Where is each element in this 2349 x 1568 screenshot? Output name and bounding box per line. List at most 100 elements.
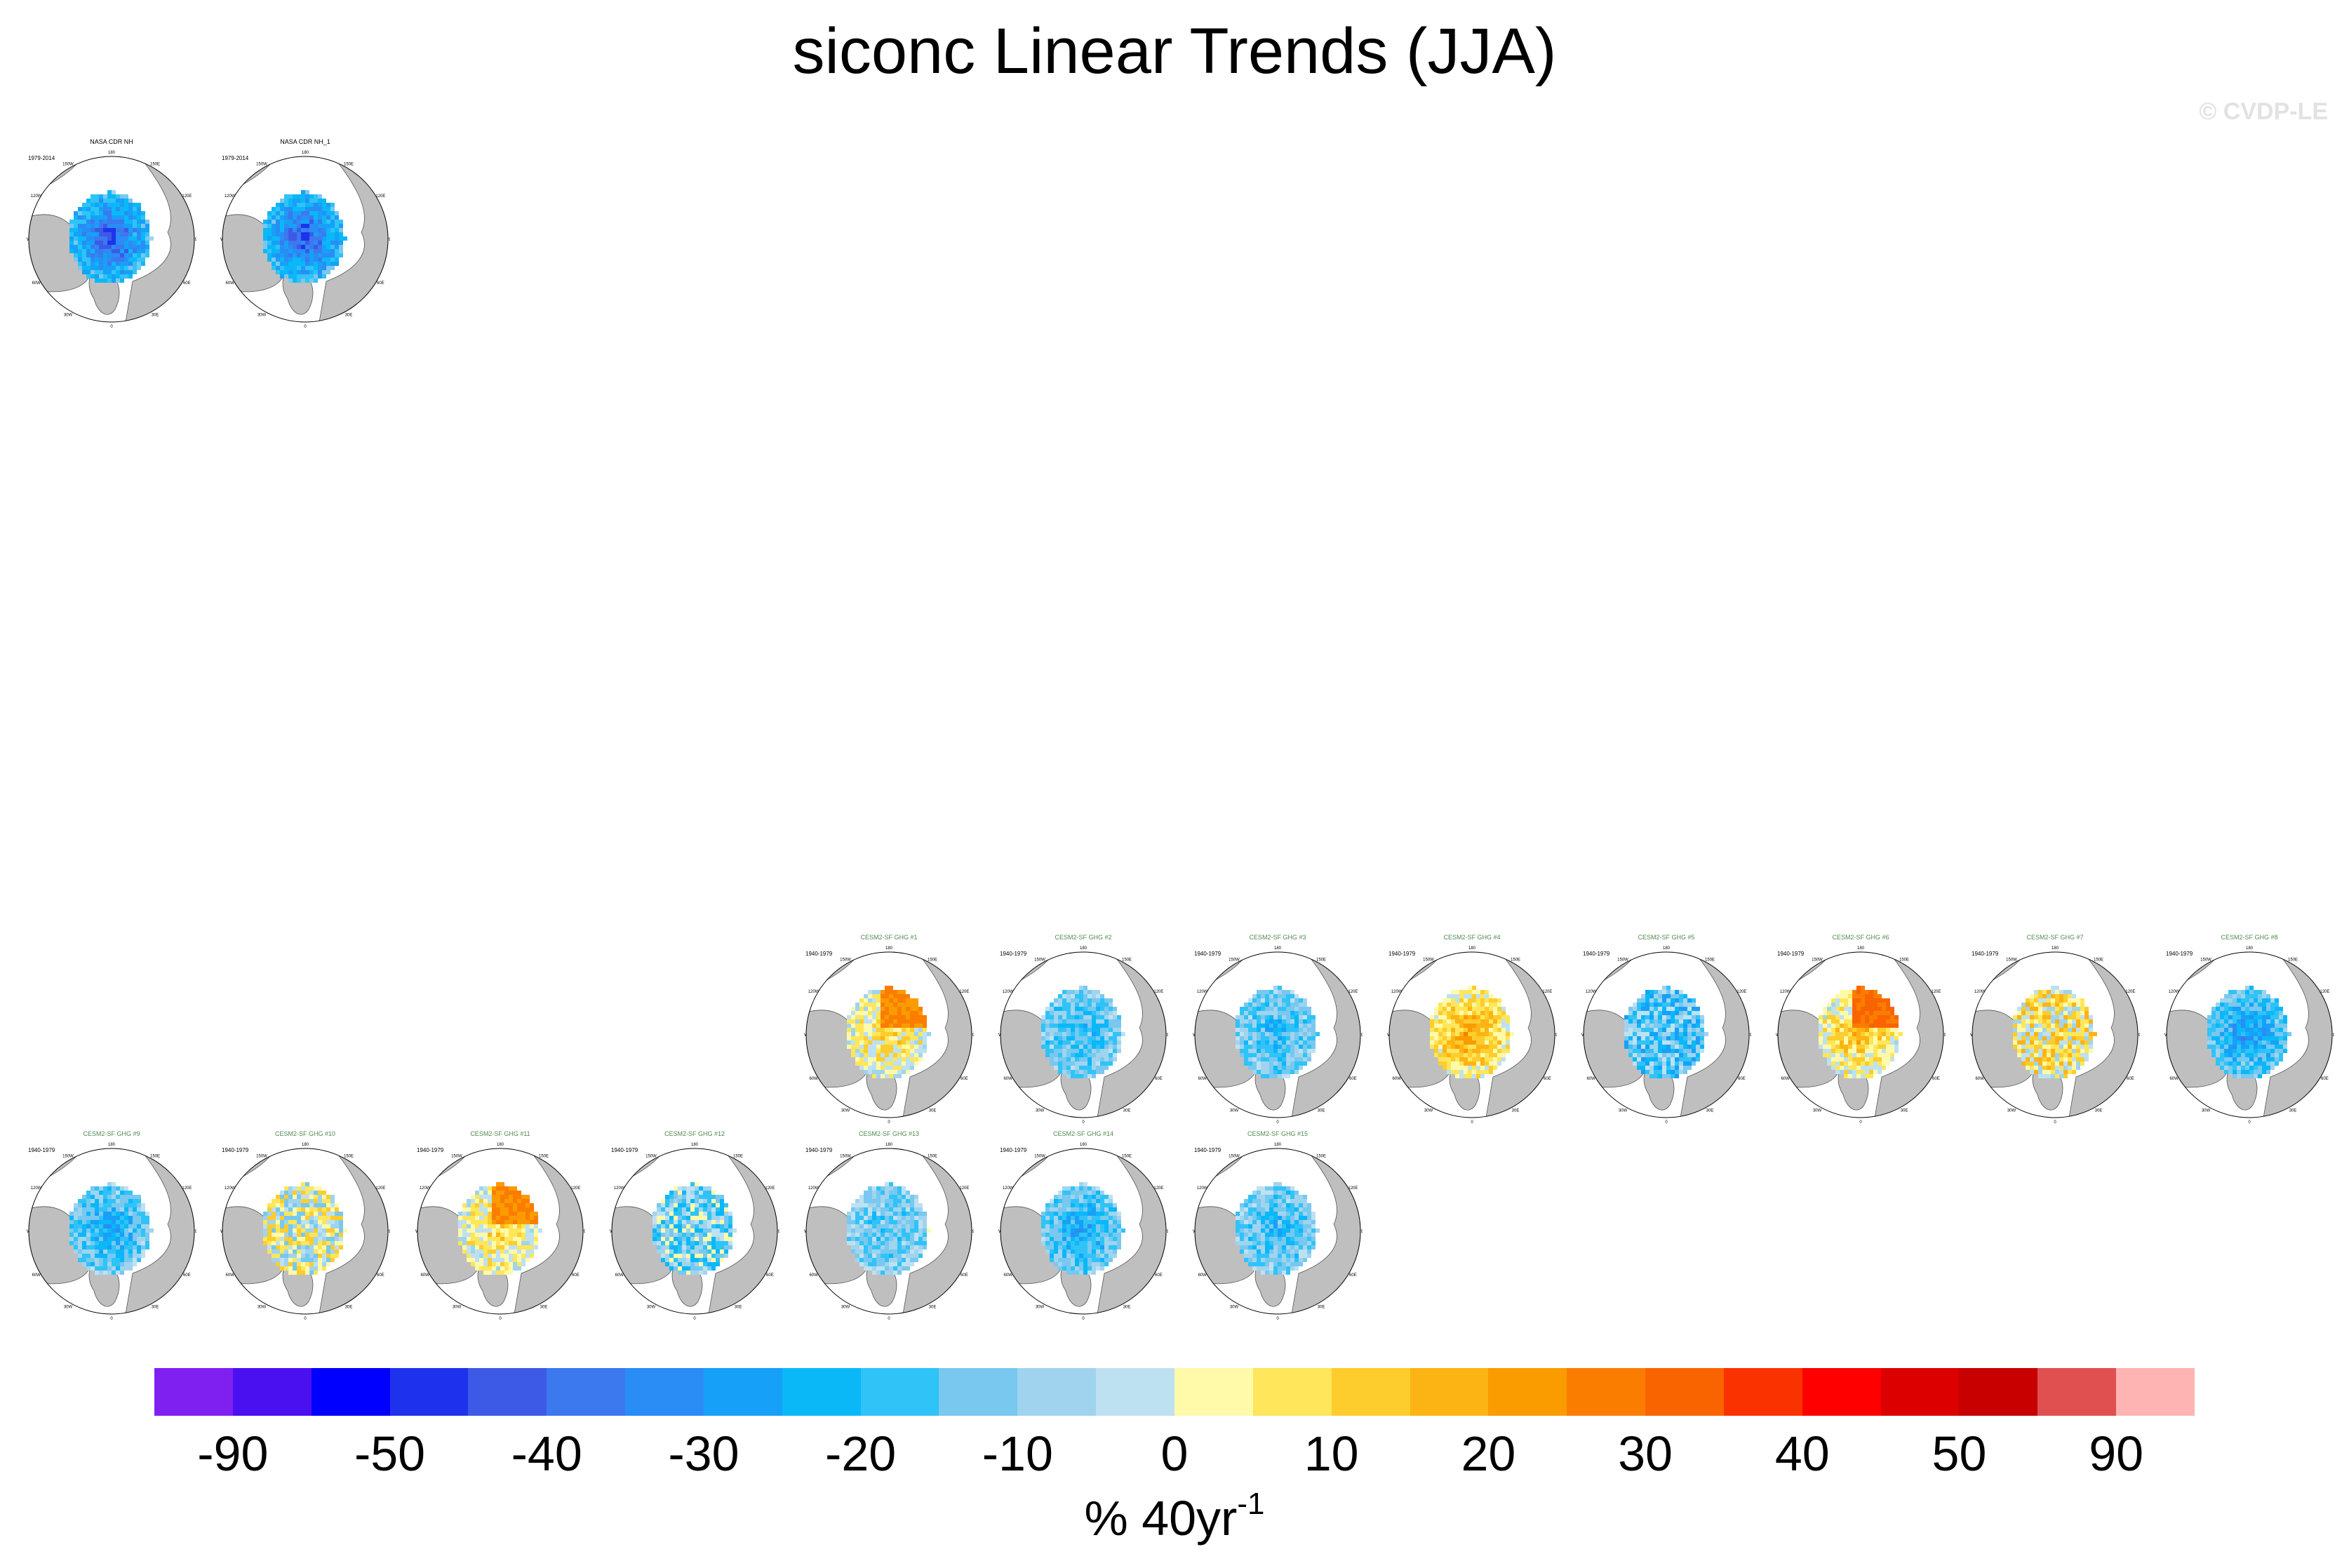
- trend-cell: [103, 1195, 107, 1199]
- trend-cell: [1882, 1007, 1886, 1011]
- trend-cell: [272, 228, 276, 232]
- trend-cell: [1641, 1057, 1645, 1061]
- trend-cell: [711, 1199, 716, 1203]
- trend-cell: [280, 1203, 284, 1207]
- trend-cell: [2030, 994, 2034, 998]
- trend-cell: [330, 224, 335, 228]
- trend-cell: [86, 199, 91, 203]
- trend-cell: [2017, 1036, 2021, 1040]
- trend-cell: [1464, 1011, 1468, 1015]
- trend-cell: [301, 274, 305, 279]
- trend-cell: [326, 1199, 330, 1203]
- trend-cell: [1700, 1024, 1704, 1028]
- trend-cell: [889, 1007, 893, 1011]
- trend-cell: [910, 1011, 914, 1015]
- trend-cell: [859, 1066, 864, 1070]
- trend-cell: [314, 1216, 318, 1220]
- trend-cell: [280, 1207, 284, 1212]
- trend-cell: [876, 990, 881, 994]
- trend-cell: [322, 245, 326, 249]
- trend-cell: [2266, 998, 2270, 1003]
- trend-cell: [897, 1003, 902, 1007]
- trend-cell: [1303, 1032, 1307, 1036]
- trend-cell: [2038, 1070, 2042, 1074]
- trend-cell: [1827, 1015, 1831, 1019]
- trend-cell: [326, 249, 330, 253]
- trend-cell: [1083, 1015, 1088, 1019]
- trend-cell: [699, 1262, 703, 1266]
- trend-cell: [128, 274, 133, 279]
- trend-cell: [1683, 1015, 1687, 1019]
- trend-cell: [1873, 990, 1878, 994]
- trend-cell: [923, 1040, 927, 1045]
- trend-cell: [2241, 1061, 2245, 1066]
- trend-cell: [876, 1066, 881, 1070]
- trend-cell: [1248, 1036, 1252, 1040]
- longitude-label: 30W: [64, 1305, 73, 1309]
- trend-cell: [1831, 998, 1835, 1003]
- trend-cell: [1835, 1007, 1840, 1011]
- trend-cell: [711, 1228, 716, 1233]
- trend-cell: [86, 1258, 91, 1262]
- trend-cell: [889, 1053, 893, 1057]
- trend-cell: [1666, 1070, 1671, 1074]
- trend-cell: [124, 270, 128, 274]
- trend-cell: [99, 236, 103, 241]
- trend-cell: [78, 1224, 82, 1228]
- trend-cell: [335, 232, 339, 236]
- trend-cell: [2283, 1040, 2287, 1045]
- trend-cell: [1675, 1066, 1679, 1070]
- trend-cell: [107, 249, 112, 253]
- trend-cell: [2051, 986, 2055, 990]
- trend-cell: [1641, 1049, 1645, 1053]
- trend-cell: [1662, 1019, 1666, 1024]
- trend-cell: [297, 1237, 301, 1241]
- trend-cell: [500, 1224, 504, 1228]
- trend-cell: [1054, 1045, 1058, 1049]
- trend-cell: [1662, 990, 1666, 994]
- trend-cell: [2055, 1053, 2059, 1057]
- trend-cell: [1248, 1015, 1252, 1019]
- trend-cell: [1480, 1074, 1485, 1078]
- trend-cell: [272, 232, 276, 236]
- map-panel: NASA CDR NH_1180150W150E120W120E90W90E60…: [220, 138, 390, 334]
- trend-cell: [330, 1203, 335, 1207]
- trend-cell: [885, 1036, 889, 1040]
- trend-cell: [716, 1199, 720, 1203]
- trend-cell: [665, 1237, 669, 1241]
- trend-cell: [906, 1066, 910, 1070]
- trend-cell: [678, 1186, 682, 1191]
- trend-cell: [1628, 1032, 1633, 1036]
- trend-cell: [889, 1015, 893, 1019]
- trend-cell: [1878, 1019, 1882, 1024]
- trend-cell: [1079, 1028, 1083, 1032]
- trend-cell: [1100, 1032, 1104, 1036]
- trend-cell: [500, 1241, 504, 1245]
- trend-cell: [141, 1212, 145, 1216]
- trend-cell: [1840, 998, 1844, 1003]
- trend-cell: [534, 1237, 538, 1241]
- trend-cell: [1307, 1045, 1311, 1049]
- trend-cell: [141, 215, 145, 220]
- trend-cell: [288, 1249, 293, 1254]
- trend-cell: [2051, 1070, 2055, 1074]
- trend-cell: [509, 1233, 513, 1237]
- trend-cell: [305, 1262, 309, 1266]
- trend-cell: [1240, 1049, 1244, 1053]
- trend-cell: [322, 236, 326, 241]
- trend-cell: [872, 1036, 876, 1040]
- trend-cell: [91, 266, 95, 270]
- trend-cell: [120, 194, 124, 199]
- trend-cell: [284, 1249, 288, 1254]
- trend-cell: [1459, 1040, 1464, 1045]
- trend-cell: [1510, 1032, 1514, 1036]
- trend-cell: [2063, 1011, 2068, 1015]
- trend-cell: [2237, 1032, 2241, 1036]
- trend-cell: [280, 1191, 284, 1195]
- trend-cell: [322, 220, 326, 224]
- trend-cell: [74, 232, 78, 236]
- trend-cell: [488, 1220, 492, 1224]
- trend-cell: [2233, 1028, 2237, 1032]
- trend-cell: [1848, 1019, 1852, 1024]
- trend-cell: [1501, 1036, 1506, 1040]
